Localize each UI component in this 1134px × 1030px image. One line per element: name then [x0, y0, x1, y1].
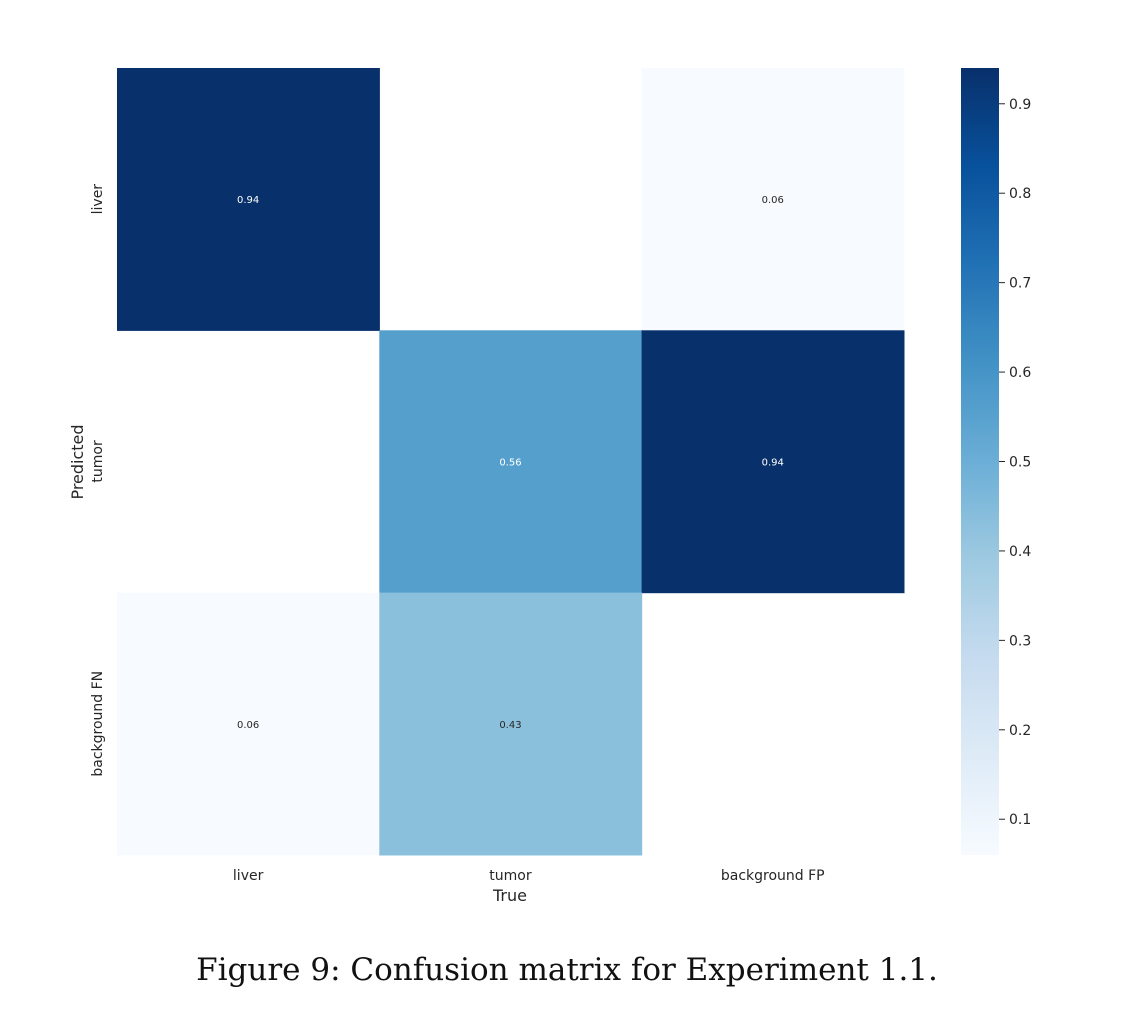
cell-value-label: 0.56 [499, 457, 521, 468]
colorbar-tick-label: 0.2 [1009, 723, 1031, 739]
cell-value-label: 0.06 [237, 720, 259, 731]
colorbar-tick-label: 0.1 [1009, 812, 1031, 828]
heatmap-cells [117, 68, 905, 856]
cell-value-label: 0.06 [762, 195, 784, 206]
heatmap-cell-labels: 0.94 0.06 0.56 0.94 0.06 0.43 [237, 195, 784, 731]
colorbar-tick-label: 0.3 [1009, 633, 1031, 649]
colorbar-tick-label: 0.5 [1009, 455, 1031, 471]
x-axis-ticks: liver tumor background FP [233, 868, 825, 884]
y-axis-ticks: liver tumor background FN [90, 184, 106, 777]
x-tick-label: liver [233, 868, 264, 884]
colorbar [961, 68, 999, 855]
cell-value-label: 0.94 [762, 457, 784, 468]
y-tick-label: tumor [90, 440, 106, 483]
x-tick-label: background FP [721, 868, 825, 884]
colorbar-tick-label: 0.7 [1009, 276, 1031, 292]
y-tick-label: background FN [90, 671, 106, 777]
x-tick-label: tumor [489, 868, 532, 884]
colorbar-tick-label: 0.9 [1009, 97, 1031, 113]
heatmap-cell-0-2 [641, 68, 905, 331]
y-axis-title: Predicted [68, 424, 87, 499]
colorbar-tick-label: 0.8 [1009, 186, 1031, 202]
figure-caption: Figure 9: Confusion matrix for Experimen… [196, 952, 938, 988]
colorbar-tick-label: 0.4 [1009, 544, 1031, 560]
colorbar-tick-label: 0.6 [1009, 365, 1031, 381]
heatmap-cell-2-1 [379, 592, 643, 856]
y-tick-label: liver [90, 184, 106, 215]
heatmap-cell-1-2 [641, 330, 905, 594]
cell-value-label: 0.43 [499, 720, 521, 731]
heatmap-cell-0-0 [117, 68, 380, 331]
heatmap-cell-1-1 [379, 330, 643, 594]
colorbar-gradient [961, 68, 999, 855]
cell-value-label: 0.94 [237, 195, 259, 206]
heatmap-cell-2-0 [117, 592, 380, 856]
colorbar-ticks: 0.1 0.2 0.3 0.4 0.5 0.6 0.7 0.8 0.9 [999, 97, 1031, 828]
x-axis-title: True [492, 886, 527, 905]
